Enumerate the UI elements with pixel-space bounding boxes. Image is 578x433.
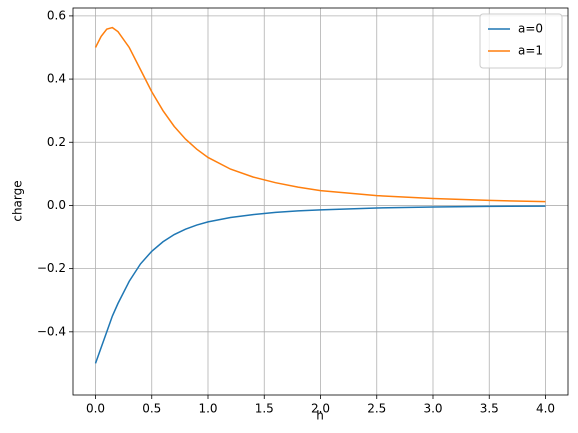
x-axis-label: h xyxy=(316,409,324,423)
y-tick-label: 0.2 xyxy=(47,135,66,149)
x-tick-label: 3.0 xyxy=(423,402,442,416)
y-tick-label: −0.4 xyxy=(37,324,66,338)
plot-frame xyxy=(72,7,569,396)
y-axis-label: charge xyxy=(11,180,25,221)
x-tick-label: 2.0 xyxy=(311,402,330,416)
x-tick-label: 2.5 xyxy=(367,402,386,416)
y-tick-label: 0.0 xyxy=(47,198,66,212)
x-tick-label: 0.5 xyxy=(142,402,161,416)
y-tick-label: 0.4 xyxy=(47,72,66,86)
x-tick-label: 3.5 xyxy=(480,402,499,416)
y-tick-label: 0.6 xyxy=(47,8,66,22)
legend-box xyxy=(479,13,563,69)
line-series xyxy=(94,205,546,364)
legend-label: a=1 xyxy=(518,44,543,58)
legend-label: a=0 xyxy=(518,22,543,36)
line-series xyxy=(94,26,546,203)
y-tick-label: −0.2 xyxy=(37,261,66,275)
x-tick-label: 1.0 xyxy=(198,402,217,416)
x-tick-label: 4.0 xyxy=(536,402,555,416)
x-tick-label: 1.5 xyxy=(255,402,274,416)
x-tick-label: 0.0 xyxy=(86,402,105,416)
